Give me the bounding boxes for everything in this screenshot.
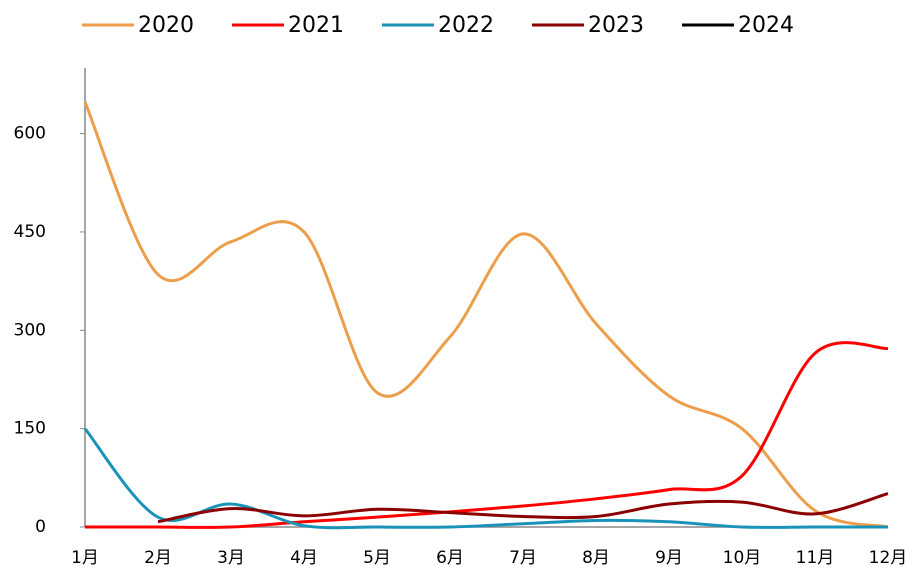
x-tick-label: 3月 bbox=[217, 548, 245, 568]
y-tick-label: 0 bbox=[35, 517, 46, 537]
x-tick-label: 11月 bbox=[796, 548, 835, 568]
x-tick-label: 4月 bbox=[290, 548, 318, 568]
series-line bbox=[85, 341, 889, 529]
x-tick-label: 12月 bbox=[869, 548, 908, 568]
x-tick-label: 8月 bbox=[582, 548, 610, 568]
y-tick-label: 450 bbox=[14, 222, 46, 242]
series-line bbox=[83, 101, 889, 529]
x-tick-label: 5月 bbox=[363, 548, 391, 568]
legend-label: 2020 bbox=[138, 13, 194, 38]
series-line bbox=[157, 492, 889, 524]
x-tick-label: 10月 bbox=[723, 548, 762, 568]
x-tick-label: 2月 bbox=[144, 548, 172, 568]
x-tick-label: 6月 bbox=[436, 548, 464, 568]
y-tick-label: 150 bbox=[14, 419, 46, 439]
series-line bbox=[83, 427, 888, 530]
x-tick-label: 1月 bbox=[71, 548, 99, 568]
legend-label: 2022 bbox=[438, 13, 494, 38]
x-tick-label: 7月 bbox=[509, 548, 537, 568]
x-tick-label: 9月 bbox=[655, 548, 683, 568]
legend-label: 2024 bbox=[738, 13, 794, 38]
legend-label: 2023 bbox=[588, 13, 644, 38]
legend-label: 2021 bbox=[288, 13, 344, 38]
y-tick-label: 600 bbox=[14, 124, 46, 144]
y-tick-label: 300 bbox=[14, 320, 46, 340]
